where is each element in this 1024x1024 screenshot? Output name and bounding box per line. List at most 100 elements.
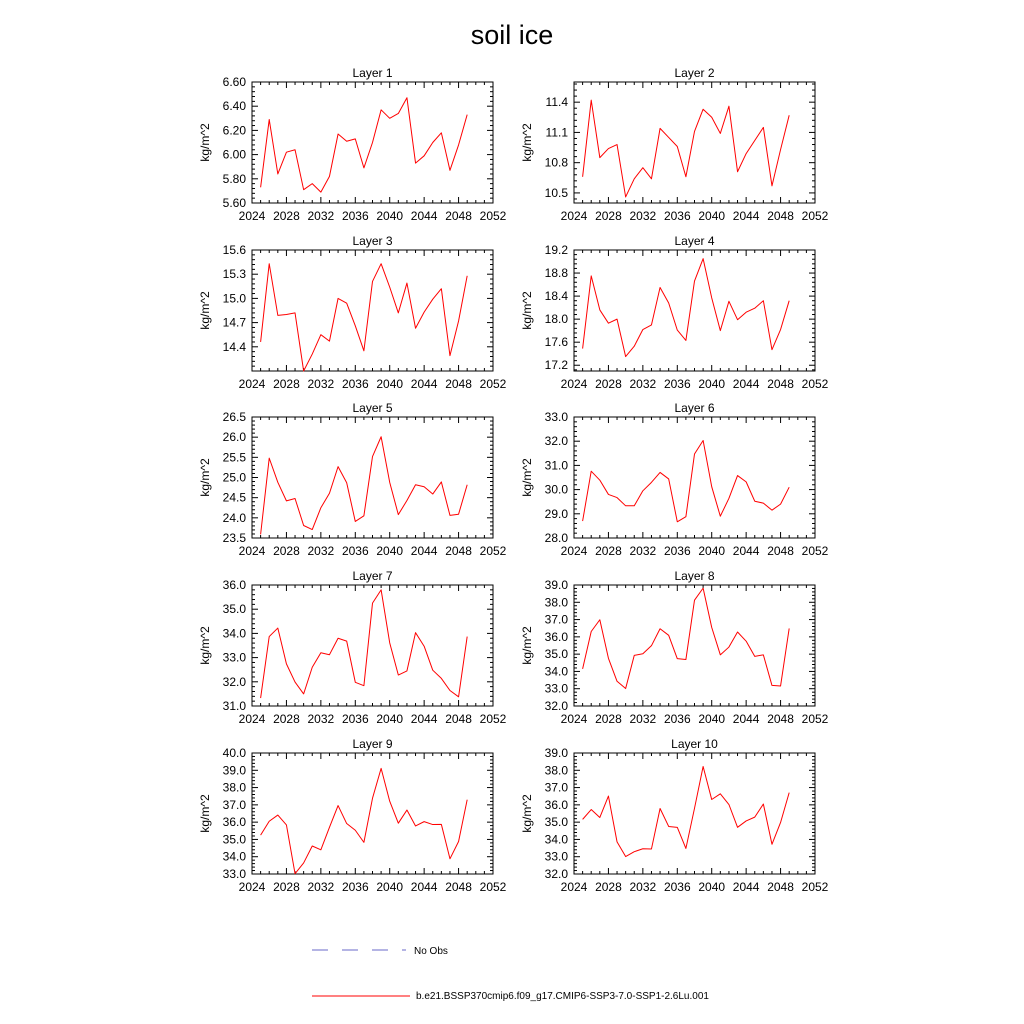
y-tick-label: 18.8 xyxy=(545,266,569,280)
y-tick-label: 37.0 xyxy=(545,613,569,627)
x-tick-label: 2048 xyxy=(445,544,472,558)
x-tick-label: 2024 xyxy=(239,544,266,558)
panel-1: Layer 1 kg/m^2 2024 2028 2032 2036 2040 2044 204… xyxy=(198,66,507,223)
x-tick-label: 2040 xyxy=(376,544,403,558)
y-tick-label: 38.0 xyxy=(223,781,247,795)
x-tick-label: 2052 xyxy=(480,209,507,223)
y-tick-label: 35.0 xyxy=(545,647,569,661)
x-tick-label: 2028 xyxy=(273,377,300,391)
series-line xyxy=(583,588,790,688)
x-tick-label: 2040 xyxy=(698,544,725,558)
y-tick-label: 10.5 xyxy=(545,186,569,200)
y-tick-label: 26.0 xyxy=(223,430,247,444)
panel-2: Layer 2kg/m^22024 2028 2032 2036 2040 2044 204… xyxy=(520,66,829,223)
series-line xyxy=(261,768,468,873)
x-tick-label: 2052 xyxy=(802,712,829,726)
x-tick-label: 2044 xyxy=(733,544,760,558)
legend: No Obs b.e21.BSSP370cmip6.f09_g17.CMIP6-… xyxy=(312,946,709,1002)
y-axis-label: kg/m^2 xyxy=(520,794,534,833)
x-tick-label: 2024 xyxy=(239,377,266,391)
x-tick-label: 2028 xyxy=(595,712,622,726)
x-tick-label: 2036 xyxy=(342,880,369,894)
x-tick-label: 2024 xyxy=(239,209,266,223)
x-tick-label: 2024 xyxy=(239,880,266,894)
x-tick-label: 2044 xyxy=(733,712,760,726)
series-line xyxy=(583,259,790,357)
x-tick-label: 2024 xyxy=(561,712,588,726)
y-tick-label: 33.0 xyxy=(545,410,569,424)
y-tick-label: 26.5 xyxy=(223,410,247,424)
y-axis-label: kg/m^2 xyxy=(198,458,212,497)
y-tick-label: 15.3 xyxy=(223,267,247,281)
x-tick-label: 2024 xyxy=(561,880,588,894)
panel-title: Layer 3 xyxy=(352,234,392,248)
y-tick-label: 37.0 xyxy=(223,798,247,812)
x-tick-label: 2040 xyxy=(698,712,725,726)
y-tick-label: 17.6 xyxy=(545,335,569,349)
x-tick-label: 2048 xyxy=(767,209,794,223)
x-tick-label: 2036 xyxy=(664,880,691,894)
x-tick-label: 2052 xyxy=(480,377,507,391)
series-line xyxy=(261,437,468,535)
y-tick-label: 19.2 xyxy=(545,243,569,257)
series-line xyxy=(261,590,468,698)
x-tick-label: 2044 xyxy=(411,377,438,391)
y-tick-label: 33.0 xyxy=(545,682,569,696)
x-tick-label: 2040 xyxy=(376,712,403,726)
y-tick-label: 32.0 xyxy=(545,867,569,881)
y-tick-label: 36.0 xyxy=(223,815,247,829)
y-tick-label: 24.0 xyxy=(223,511,247,525)
y-tick-label: 39.0 xyxy=(223,763,247,777)
panel-title: Layer 1 xyxy=(352,66,392,80)
panel-3: Layer 3 kg/m^2 2024 2028 2032 2036 2040 2044 204… xyxy=(198,234,507,391)
y-tick-label: 15.6 xyxy=(223,243,247,257)
panel-6: Layer 6kg/m^22024 2028 2032 2036 2040 2044 204… xyxy=(520,401,829,558)
y-tick-label: 10.8 xyxy=(545,156,569,170)
x-tick-label: 2048 xyxy=(445,880,472,894)
y-tick-label: 5.60 xyxy=(223,196,247,210)
x-tick-label: 2052 xyxy=(802,377,829,391)
panel-10: Layer 10 kg/m^2 2024 2028 2032 2036 2040 2044 20… xyxy=(520,737,829,894)
y-tick-label: 17.2 xyxy=(545,358,569,372)
x-tick-label: 2036 xyxy=(664,377,691,391)
panel-title: Layer 4 xyxy=(674,234,714,248)
x-tick-label: 2036 xyxy=(342,544,369,558)
x-tick-label: 2044 xyxy=(411,544,438,558)
series-line xyxy=(583,766,790,856)
x-tick-label: 2052 xyxy=(480,712,507,726)
y-tick-label: 32.0 xyxy=(545,434,569,448)
panel-5: Layer 5 kg/m^2 2024 2028 2032 2036 2040 2044 204… xyxy=(198,401,507,558)
x-tick-label: 2024 xyxy=(239,712,266,726)
y-tick-label: 28.0 xyxy=(545,531,569,545)
x-tick-label: 2024 xyxy=(561,544,588,558)
y-tick-label: 6.60 xyxy=(223,75,247,89)
x-tick-label: 2048 xyxy=(767,712,794,726)
y-axis-label: kg/m^2 xyxy=(520,458,534,497)
x-tick-label: 2048 xyxy=(767,880,794,894)
y-tick-label: 30.0 xyxy=(545,483,569,497)
x-tick-label: 2052 xyxy=(802,880,829,894)
y-tick-label: 6.20 xyxy=(223,123,247,137)
y-tick-label: 35.0 xyxy=(545,815,569,829)
y-tick-label: 38.0 xyxy=(545,595,569,609)
y-tick-label: 34.0 xyxy=(223,850,247,864)
y-axis-label: kg/m^2 xyxy=(198,291,212,330)
series-line xyxy=(583,440,790,521)
plot-frame xyxy=(574,417,815,538)
y-tick-label: 36.0 xyxy=(545,630,569,644)
y-tick-label: 24.5 xyxy=(223,491,247,505)
y-tick-label: 37.0 xyxy=(545,781,569,795)
x-tick-label: 2028 xyxy=(273,544,300,558)
panel-grid: Layer 1 kg/m^2 2024 2028 2032 2036 2040 2044 204… xyxy=(198,66,829,894)
x-tick-label: 2044 xyxy=(733,377,760,391)
panel-8: Layer 8kg/m^22024 2028 2032 2036 2040 2044 204… xyxy=(520,569,829,726)
y-tick-label: 33.0 xyxy=(223,867,247,881)
x-tick-label: 2028 xyxy=(273,209,300,223)
x-tick-label: 2036 xyxy=(342,209,369,223)
y-tick-label: 36.0 xyxy=(223,578,247,592)
x-tick-label: 2048 xyxy=(445,209,472,223)
panel-title: Layer 5 xyxy=(352,401,392,415)
x-tick-label: 2040 xyxy=(698,880,725,894)
x-tick-label: 2052 xyxy=(480,544,507,558)
